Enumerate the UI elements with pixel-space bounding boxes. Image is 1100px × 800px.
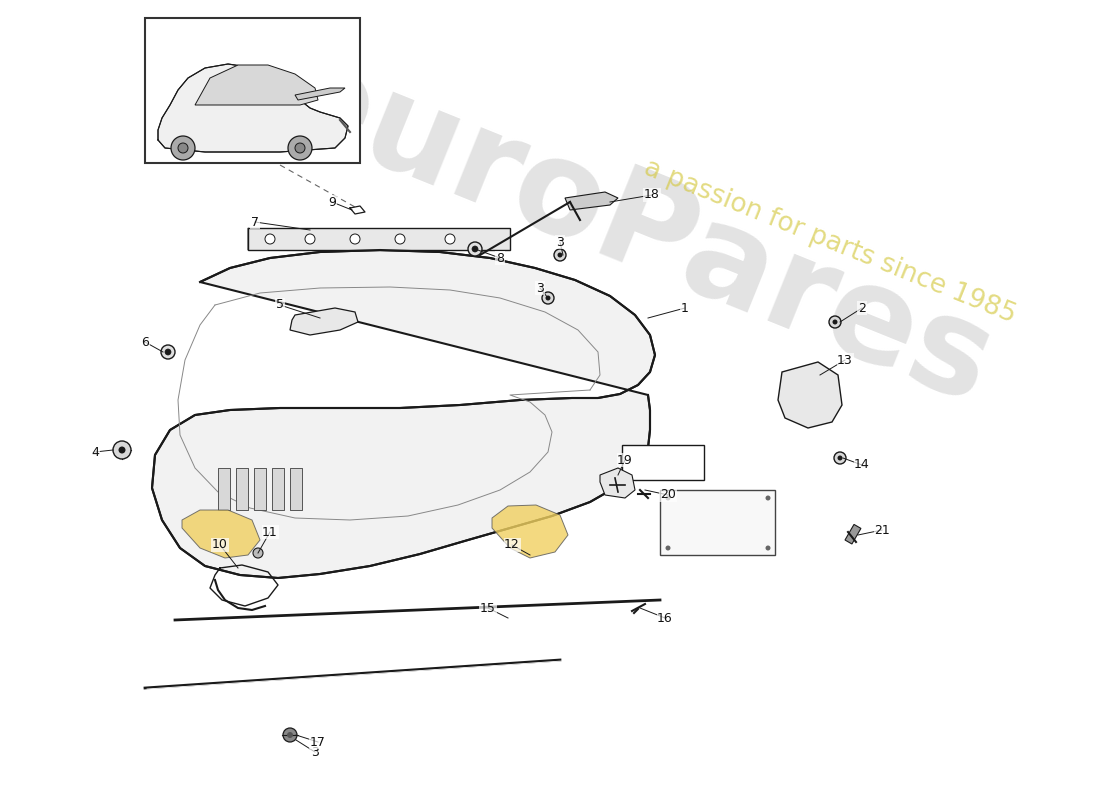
Circle shape — [265, 234, 275, 244]
Text: 19: 19 — [617, 454, 632, 466]
Bar — [621, 445, 704, 480]
Circle shape — [253, 548, 263, 558]
Text: 18: 18 — [645, 189, 660, 202]
Polygon shape — [290, 308, 358, 335]
Text: 11: 11 — [262, 526, 278, 538]
Text: 3: 3 — [536, 282, 543, 294]
Polygon shape — [565, 192, 618, 210]
Circle shape — [283, 728, 297, 742]
Bar — [290, 468, 303, 510]
Bar — [254, 468, 266, 510]
Circle shape — [829, 316, 842, 328]
Text: 21: 21 — [874, 523, 890, 537]
Circle shape — [287, 732, 293, 738]
Bar — [145, 18, 360, 163]
Circle shape — [834, 452, 846, 464]
Text: 6: 6 — [141, 335, 149, 349]
Bar — [236, 468, 248, 510]
Circle shape — [766, 546, 770, 550]
Circle shape — [288, 136, 312, 160]
Circle shape — [554, 249, 566, 261]
Bar — [218, 468, 230, 510]
Polygon shape — [778, 362, 842, 428]
Circle shape — [119, 446, 125, 454]
Text: 5: 5 — [276, 298, 284, 311]
Text: 12: 12 — [504, 538, 520, 551]
Text: 14: 14 — [854, 458, 870, 471]
Circle shape — [833, 319, 837, 325]
Text: a passion for parts since 1985: a passion for parts since 1985 — [640, 155, 1020, 329]
Text: euroPares: euroPares — [263, 30, 1010, 430]
Bar — [272, 468, 284, 510]
Circle shape — [395, 234, 405, 244]
Polygon shape — [182, 510, 260, 558]
Circle shape — [546, 295, 550, 301]
Bar — [845, 525, 861, 544]
Circle shape — [161, 345, 175, 359]
Bar — [248, 228, 510, 250]
Polygon shape — [158, 64, 348, 152]
Circle shape — [178, 143, 188, 153]
Circle shape — [468, 242, 482, 256]
Circle shape — [666, 495, 671, 501]
Polygon shape — [248, 228, 510, 250]
Text: 8: 8 — [496, 251, 504, 265]
Text: 16: 16 — [657, 611, 673, 625]
Circle shape — [472, 246, 478, 252]
Polygon shape — [295, 88, 345, 100]
Polygon shape — [195, 65, 318, 105]
Text: 13: 13 — [837, 354, 852, 366]
Polygon shape — [600, 468, 635, 498]
Circle shape — [446, 234, 455, 244]
Polygon shape — [492, 505, 568, 558]
Circle shape — [170, 136, 195, 160]
Text: 9: 9 — [328, 195, 336, 209]
Circle shape — [305, 234, 315, 244]
Text: 10: 10 — [212, 538, 228, 551]
Text: 3: 3 — [557, 235, 564, 249]
Circle shape — [165, 349, 170, 355]
Circle shape — [558, 253, 562, 258]
Text: 15: 15 — [480, 602, 496, 614]
Circle shape — [766, 495, 770, 501]
Text: 20: 20 — [660, 489, 675, 502]
Text: 2: 2 — [858, 302, 866, 314]
Circle shape — [666, 546, 671, 550]
Circle shape — [837, 455, 843, 461]
Circle shape — [295, 143, 305, 153]
Text: 3: 3 — [311, 746, 319, 758]
Bar — [660, 490, 776, 555]
Text: 1: 1 — [681, 302, 689, 314]
Text: 7: 7 — [251, 215, 258, 229]
Circle shape — [542, 292, 554, 304]
Circle shape — [350, 234, 360, 244]
Circle shape — [113, 441, 131, 459]
Text: 17: 17 — [310, 735, 326, 749]
Polygon shape — [152, 250, 654, 578]
Text: 4: 4 — [91, 446, 99, 458]
